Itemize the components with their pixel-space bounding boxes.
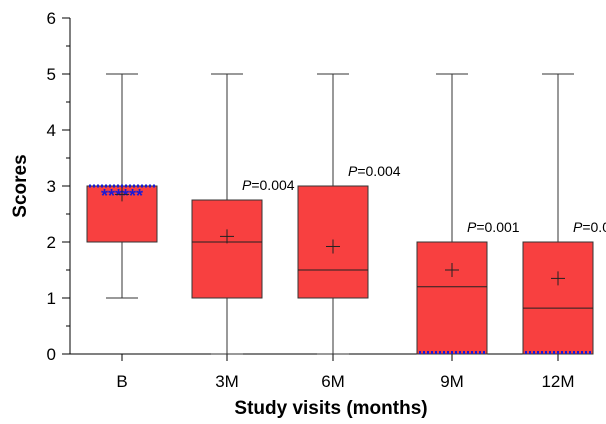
- y-tick-label-6: 6: [47, 9, 56, 28]
- y-tick-label-5: 5: [47, 65, 56, 84]
- y-axis-title: Scores: [10, 154, 31, 217]
- p-value-number: =0.001: [582, 219, 606, 235]
- box-6M: P=0.004: [297, 73, 401, 355]
- x-tick-label-12M: 12M: [541, 372, 574, 391]
- p-value-number: =0.004: [251, 177, 294, 193]
- p-value-label-12M: P=0.001: [573, 219, 606, 235]
- y-tick-label-0: 0: [47, 345, 56, 364]
- x-tick-label-9M: 9M: [440, 372, 464, 391]
- box-B: ******: [86, 73, 158, 299]
- iqr-box-9M: [416, 241, 488, 355]
- p-value-label-3M: P=0.004: [242, 177, 295, 193]
- iqr-box-12M: [522, 241, 594, 355]
- p-value-label-9M: P=0.001: [467, 219, 520, 235]
- p-value-prefix: P: [242, 177, 252, 193]
- p-value-prefix: P: [467, 219, 477, 235]
- box-9M: P=0.001: [416, 73, 520, 355]
- p-value-label-6M: P=0.004: [348, 163, 401, 179]
- iqr-box-3M: [191, 199, 263, 299]
- y-tick-label-4: 4: [47, 121, 56, 140]
- x-tick-label-B: B: [116, 372, 127, 391]
- x-ticks: B 3M 6M 9M 12M: [116, 354, 575, 391]
- x-tick-label-3M: 3M: [215, 372, 239, 391]
- y-tick-label-1: 1: [47, 289, 56, 308]
- x-tick-label-6M: 6M: [321, 372, 345, 391]
- p-value-number: =0.004: [357, 163, 400, 179]
- p-value-prefix: P: [348, 163, 358, 179]
- box-12M: P=0.001: [522, 73, 606, 355]
- y-tick-label-3: 3: [47, 177, 56, 196]
- box-3M: P=0.004: [191, 73, 295, 355]
- y-ticks: 0 1 2 3 4 5 6: [47, 9, 70, 364]
- x-axis-title: Study visits (months): [234, 398, 427, 419]
- p-value-number: =0.001: [476, 219, 519, 235]
- p-value-prefix: P: [573, 219, 583, 235]
- y-tick-label-2: 2: [47, 233, 56, 252]
